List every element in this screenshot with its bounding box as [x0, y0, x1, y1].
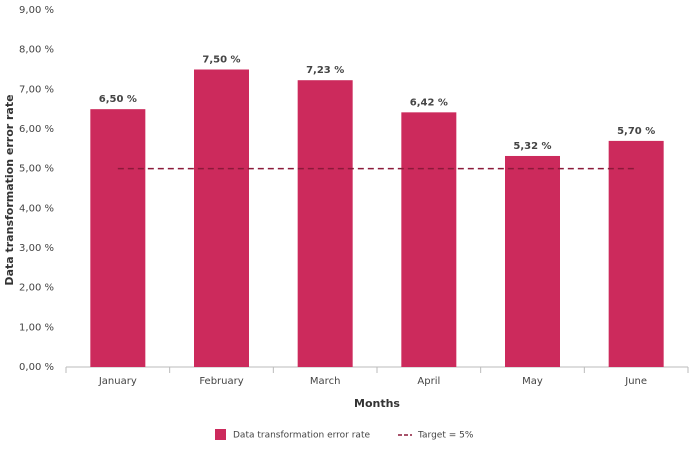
value-label: 7,50 % [202, 55, 240, 66]
value-label: 5,70 % [617, 126, 655, 137]
y-tick-label: 8,00 % [19, 45, 54, 56]
x-tick-label: May [522, 376, 543, 387]
bar [505, 155, 560, 367]
y-tick-label: 9,00 % [19, 5, 54, 16]
bar [608, 140, 664, 367]
y-tick-label: 2,00 % [19, 283, 54, 294]
x-tick-label: January [98, 376, 137, 387]
legend-label: Data transformation error rate [233, 431, 370, 441]
value-label: 6,42 % [410, 97, 448, 108]
bar [297, 80, 353, 368]
x-tick-label: April [417, 376, 440, 387]
x-axis-label: Months [354, 397, 400, 410]
legend-swatch [215, 429, 226, 440]
bar [194, 69, 249, 367]
y-tick-label: 5,00 % [19, 164, 54, 175]
value-label: 5,32 % [513, 141, 551, 152]
value-label: 6,50 % [99, 94, 137, 105]
legend-label: Target = 5% [417, 431, 474, 441]
bar [401, 112, 457, 367]
y-tick-label: 3,00 % [19, 243, 54, 254]
x-tick-label: February [199, 376, 243, 387]
y-axis-label: Data transformation error rate [3, 94, 16, 285]
x-tick-label: March [310, 376, 340, 387]
x-tick-label: June [624, 376, 647, 387]
y-tick-label: 4,00 % [19, 203, 54, 214]
y-tick-label: 7,00 % [19, 84, 54, 95]
value-label: 7,23 % [306, 65, 344, 76]
y-tick-label: 0,00 % [19, 362, 54, 373]
y-tick-label: 6,00 % [19, 124, 54, 135]
y-tick-label: 1,00 % [19, 322, 54, 333]
bar [90, 109, 146, 368]
